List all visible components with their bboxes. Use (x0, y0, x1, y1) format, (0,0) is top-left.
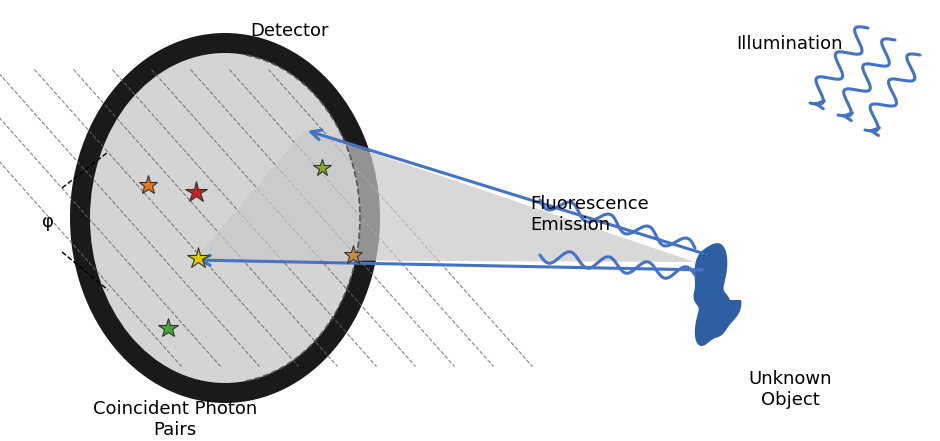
Ellipse shape (70, 33, 380, 403)
Text: Detector: Detector (251, 22, 329, 40)
Text: φ: φ (42, 213, 54, 231)
Text: Fluorescence
Emission: Fluorescence Emission (530, 195, 649, 234)
Text: Unknown
Object: Unknown Object (748, 370, 832, 409)
Polygon shape (694, 243, 742, 346)
Ellipse shape (90, 53, 360, 383)
Text: Coincident Photon
Pairs: Coincident Photon Pairs (93, 400, 258, 439)
Polygon shape (194, 130, 695, 262)
Text: Illumination: Illumination (737, 35, 843, 53)
